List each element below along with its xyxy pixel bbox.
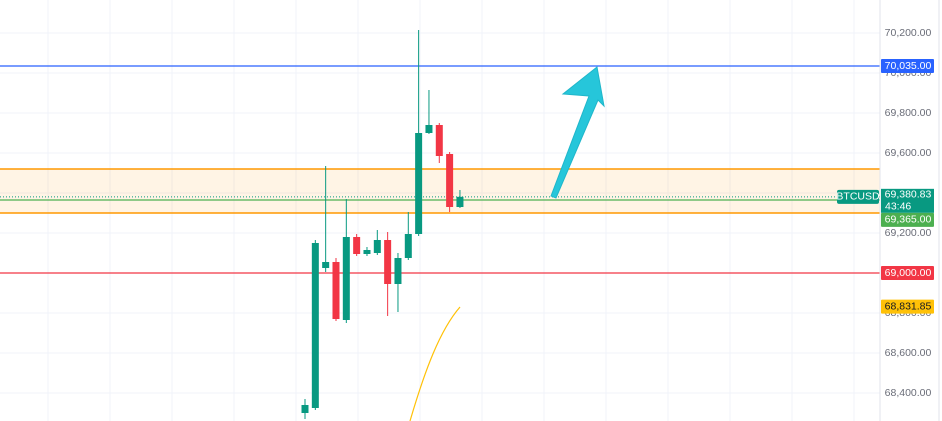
level-label-bg (881, 59, 934, 73)
candle-body (322, 262, 330, 268)
candle-body (435, 125, 443, 156)
candle-body (311, 243, 319, 408)
candle-body (342, 237, 350, 320)
y-tick-label: 69,200.00 (885, 227, 932, 239)
candle-body (353, 237, 361, 254)
candle-body (384, 240, 392, 284)
candle-body (456, 196, 464, 207)
candle-body (363, 250, 371, 254)
ma-label-bg (881, 299, 934, 314)
y-tick-label: 69,800.00 (885, 107, 932, 119)
countdown: 43:46 (885, 201, 911, 213)
ma-label: 68,831.85 (885, 300, 932, 312)
level-label: 69,365.00 (885, 214, 932, 226)
candle-body (446, 154, 454, 207)
candle-body (301, 405, 309, 413)
last-price-bg (881, 188, 934, 213)
moving-average (409, 306, 461, 421)
zone (0, 169, 880, 213)
level-label-bg (881, 266, 934, 280)
level-label: 69,000.00 (885, 267, 932, 279)
axis-layer: 68,400.0068,600.0068,800.0069,000.0069,2… (836, 27, 934, 399)
candle-body (404, 234, 412, 258)
candle-body (394, 258, 402, 284)
candle-body (415, 133, 423, 234)
level-label-bg (881, 212, 934, 227)
last-price-label: 69,380.83 (885, 189, 932, 201)
arrow (550, 66, 605, 199)
symbol-label: BTCUSD (836, 191, 880, 203)
vertical-grid (47, 0, 855, 421)
y-tick-label: 69,600.00 (885, 147, 932, 159)
y-tick-label: 70,200.00 (885, 27, 932, 39)
candle-body (373, 240, 381, 253)
candle-body (332, 262, 340, 319)
y-tick-label: 68,400.00 (885, 387, 932, 399)
candle-body (425, 125, 433, 133)
y-tick-label: 68,600.00 (885, 347, 932, 359)
level-label: 70,035.00 (885, 60, 932, 72)
plot-layer (0, 30, 880, 419)
symbol-bg (837, 189, 879, 204)
